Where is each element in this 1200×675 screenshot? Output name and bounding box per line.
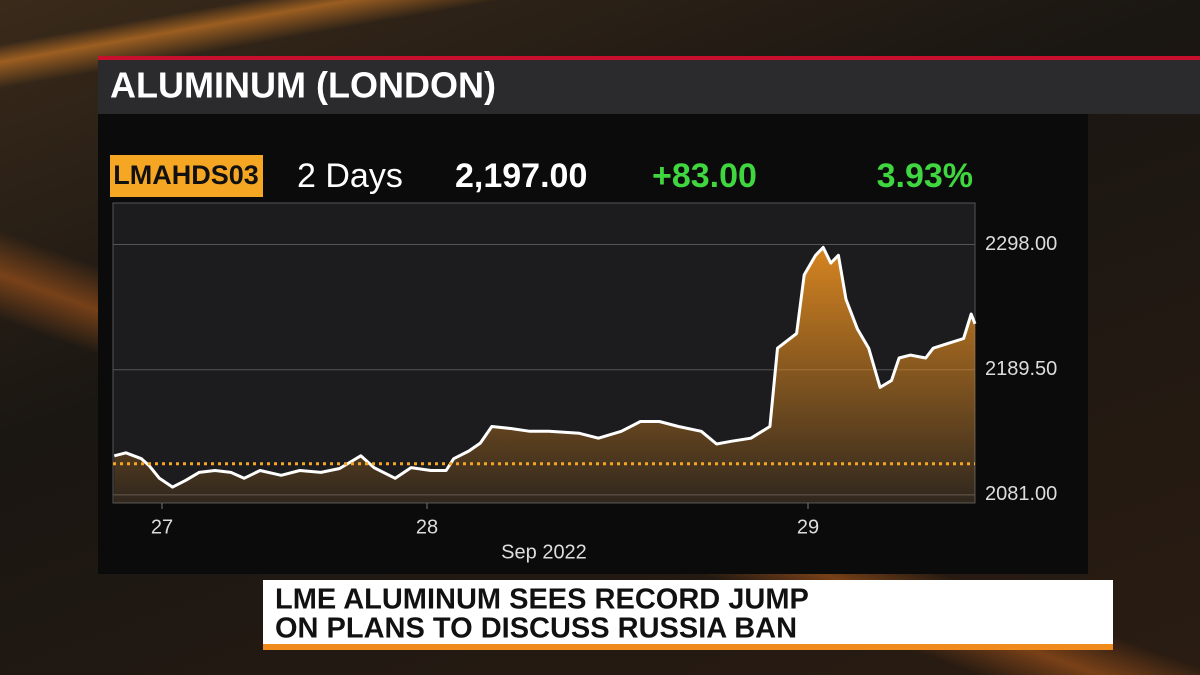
- chart-title: ALUMINUM (LONDON): [110, 65, 496, 106]
- period: 2 Days: [297, 157, 403, 195]
- headline-box: [263, 580, 1113, 650]
- change-pct: 3.93%: [877, 157, 973, 195]
- title-accent: [98, 56, 1200, 60]
- y-tick-label: 2189.50: [985, 358, 1057, 380]
- ticker: LMAHDS03: [113, 160, 259, 190]
- y-tick-label: 2081.00: [985, 483, 1057, 505]
- headline-stripe: [263, 644, 1113, 650]
- x-tick-label: 29: [797, 516, 819, 538]
- x-axis-label: Sep 2022: [501, 541, 587, 563]
- ticker-box: [110, 155, 263, 197]
- headline-line: LME ALUMINUM SEES RECORD JUMP: [275, 584, 809, 616]
- change: +83.00: [652, 157, 757, 195]
- y-tick-label: 2298.00: [985, 233, 1057, 255]
- line: [113, 245, 977, 489]
- headline-line: ON PLANS TO DISCUSS RUSSIA BAN: [275, 613, 797, 645]
- x-tick-label: 27: [151, 516, 173, 538]
- title-bar: [98, 58, 1200, 114]
- x-tick-label: 28: [416, 516, 438, 538]
- price: 2,197.00: [455, 157, 587, 195]
- area: [114, 247, 975, 503]
